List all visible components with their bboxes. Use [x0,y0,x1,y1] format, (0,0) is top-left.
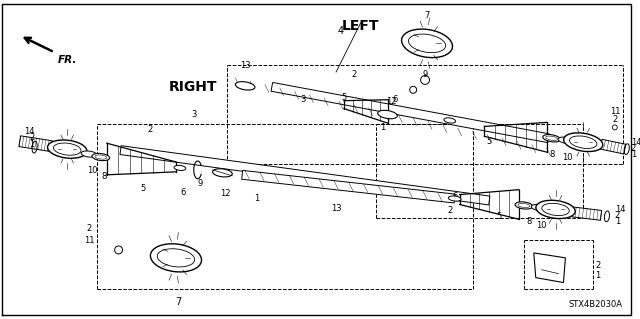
Text: 4: 4 [338,26,344,35]
Text: 5: 5 [486,137,492,146]
Ellipse shape [558,137,573,143]
Text: 5: 5 [341,93,347,102]
Text: 6: 6 [393,95,398,104]
Text: 7: 7 [175,297,181,307]
Text: 8: 8 [526,217,532,226]
Ellipse shape [531,204,546,211]
Text: RIGHT: RIGHT [168,80,217,94]
Ellipse shape [378,110,397,119]
Polygon shape [534,253,565,283]
Text: 13: 13 [240,61,250,70]
Ellipse shape [515,202,532,209]
Text: 7: 7 [424,11,429,20]
Ellipse shape [92,153,109,161]
Text: 2: 2 [630,144,636,152]
Text: 12: 12 [220,189,230,198]
Ellipse shape [81,151,97,157]
Text: 14: 14 [615,205,625,214]
Text: 1: 1 [380,123,385,132]
Polygon shape [271,83,549,143]
Ellipse shape [564,133,603,152]
Text: 2: 2 [595,261,600,270]
Ellipse shape [543,135,561,142]
Polygon shape [242,170,455,203]
Polygon shape [120,146,490,205]
Ellipse shape [174,165,186,170]
Text: 2: 2 [615,211,620,220]
Text: 2: 2 [148,125,153,134]
Text: 10: 10 [562,152,573,161]
Ellipse shape [401,29,452,58]
Polygon shape [600,139,626,154]
Ellipse shape [570,136,597,148]
Ellipse shape [150,244,202,272]
Text: 11: 11 [609,107,620,116]
Text: 1: 1 [630,150,636,159]
Text: 10: 10 [86,167,97,175]
Text: STX4B2030A: STX4B2030A [569,300,623,309]
Text: 10: 10 [536,221,547,230]
Ellipse shape [542,203,570,216]
Text: 9: 9 [197,179,202,188]
Ellipse shape [444,118,456,123]
Ellipse shape [157,249,195,267]
Text: 2: 2 [612,115,618,124]
Ellipse shape [212,169,232,177]
Text: 13: 13 [331,204,341,213]
Text: LEFT: LEFT [342,19,380,33]
Text: 5: 5 [497,212,502,221]
Text: 11: 11 [84,235,94,245]
Text: 3: 3 [191,110,196,119]
Text: 1: 1 [615,217,620,226]
Ellipse shape [236,82,255,90]
Text: 2: 2 [351,70,356,79]
Text: 2: 2 [447,206,452,215]
Text: FR.: FR. [58,55,77,65]
Text: 1: 1 [29,140,35,149]
Ellipse shape [536,200,575,219]
Text: 3: 3 [301,95,306,104]
Text: 1: 1 [595,271,600,280]
Ellipse shape [47,140,87,158]
Text: 8: 8 [549,150,554,159]
Text: 1: 1 [254,194,260,203]
Text: 12: 12 [386,97,397,106]
Text: 9: 9 [422,70,428,79]
Ellipse shape [54,143,81,155]
Text: 6: 6 [180,188,186,197]
Text: 14: 14 [630,138,640,147]
Ellipse shape [408,34,445,53]
Polygon shape [568,206,602,220]
Text: 8: 8 [101,172,106,181]
Ellipse shape [449,196,461,201]
Text: 5: 5 [141,184,146,193]
Polygon shape [19,136,52,152]
Text: 2: 2 [29,133,35,142]
Text: 6: 6 [452,192,458,201]
Text: 2: 2 [86,224,92,233]
Text: 14: 14 [24,127,35,136]
